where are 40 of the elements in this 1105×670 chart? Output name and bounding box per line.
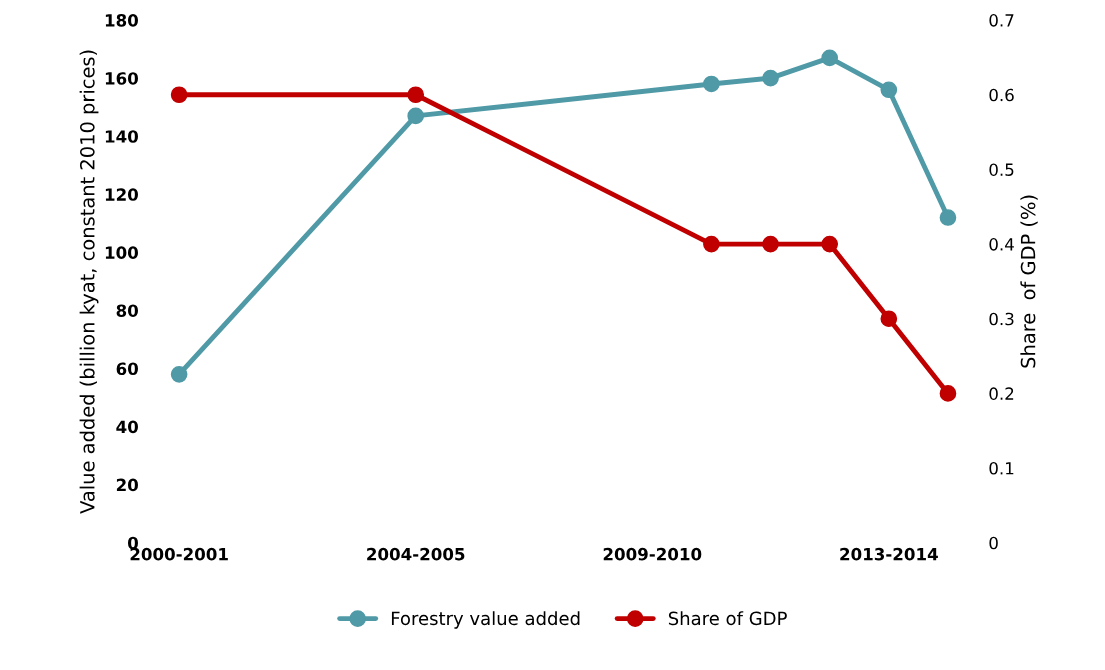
y2-tick-label: 0.4 bbox=[989, 238, 1014, 251]
y2-tick-label: 0.2 bbox=[989, 387, 1014, 400]
x-tick-label: 2004-2005 bbox=[367, 547, 465, 561]
y-tick-label: 120 bbox=[105, 188, 138, 201]
x-tick-label: 2000-2001 bbox=[130, 547, 228, 561]
y-tick-label: 40 bbox=[116, 420, 138, 434]
point bbox=[939, 209, 957, 226]
legend-label: Share of GDP bbox=[668, 611, 787, 626]
y-axis-title: Value added (billion kyat, constant 2010 prices) bbox=[79, 50, 99, 514]
y-tick-label: 0 bbox=[127, 536, 138, 550]
y-tick-label: 80 bbox=[116, 304, 138, 317]
y2-tick-label: 0.1 bbox=[989, 462, 1014, 475]
legend-label: Forestry value added bbox=[391, 611, 580, 629]
y-tick-label: 20 bbox=[116, 478, 138, 492]
y2-tick-label: 0.3 bbox=[989, 312, 1014, 326]
point bbox=[407, 107, 425, 125]
point bbox=[821, 235, 839, 253]
y-tick-label: 140 bbox=[105, 130, 138, 143]
point bbox=[880, 81, 898, 99]
y2-tick-label: 0 bbox=[989, 536, 998, 550]
y-tick-label: 60 bbox=[116, 362, 138, 376]
y2-tick-label: 0.5 bbox=[989, 163, 1014, 176]
y-tick-label: 100 bbox=[105, 246, 138, 259]
point bbox=[170, 86, 188, 104]
point bbox=[821, 49, 839, 67]
y2-tick-label: 0.7 bbox=[989, 14, 1014, 27]
point bbox=[170, 365, 188, 383]
point bbox=[762, 69, 779, 87]
point bbox=[407, 86, 425, 104]
point bbox=[703, 75, 720, 93]
point bbox=[939, 385, 957, 402]
x-tick-label: 2009-2010 bbox=[603, 547, 702, 561]
point bbox=[703, 235, 720, 253]
point bbox=[880, 310, 898, 328]
x-tick-label: 2013-2014 bbox=[840, 547, 938, 561]
y-tick-label: 180 bbox=[105, 14, 138, 27]
y2-tick-label: 0.6 bbox=[989, 88, 1014, 102]
point bbox=[762, 235, 779, 253]
y-tick-label: 160 bbox=[105, 72, 138, 85]
y2-axis-title: Share of GDP (%) bbox=[1020, 195, 1038, 368]
